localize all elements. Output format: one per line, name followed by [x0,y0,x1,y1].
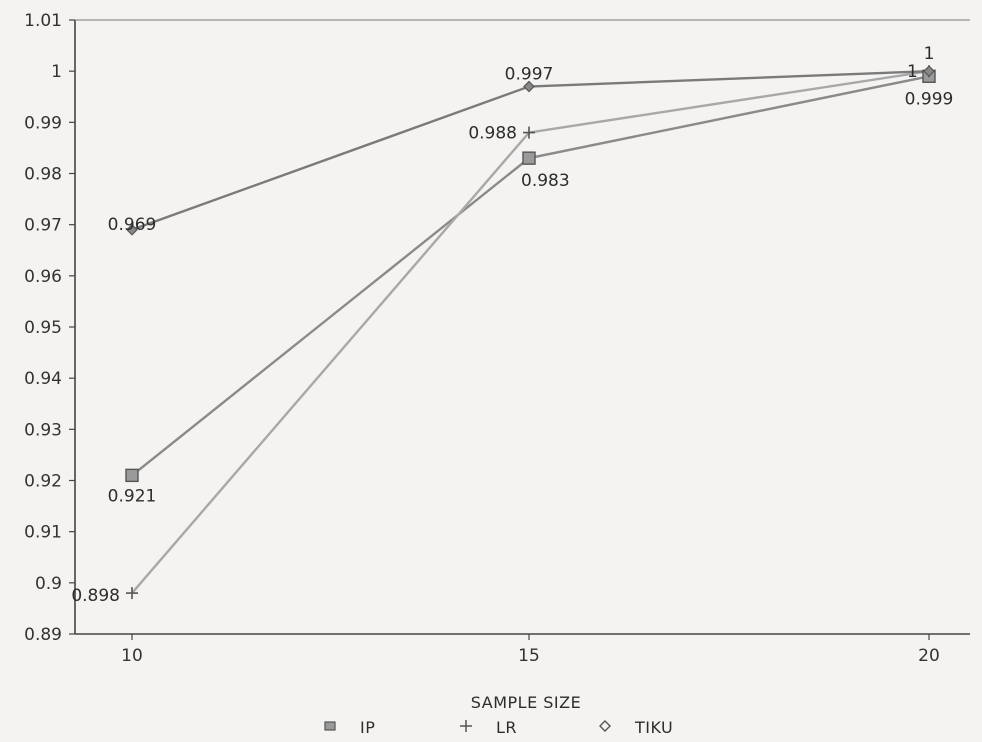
y-tick-label: 0.9 [35,574,62,594]
legend-item-tiku: TIKU [599,718,673,737]
y-tick-label: 0.99 [24,113,62,133]
x-tick-label: 10 [121,646,143,666]
x-axis-ticks: 10 15 20 [121,634,940,666]
legend-label: TIKU [634,718,673,737]
data-label-tiku: 1 [924,44,935,64]
series-lines [131,69,930,594]
y-tick-label: 0.96 [24,267,62,287]
y-tick-label: 0.94 [24,369,62,389]
chart-axes [74,19,970,635]
legend: IP LR TIKU [324,718,673,737]
y-tick-label: 0.98 [24,165,62,185]
data-labels: 0.921 0.983 0.999 0.898 0.988 1 0.969 0.997 1 [71,44,953,606]
series-line-ip [131,75,930,477]
legend-item-ip: IP [324,718,375,737]
legend-item-lr: LR [460,718,517,737]
lr-marker [126,587,138,600]
data-label-lr: 1 [907,62,918,82]
legend-label: LR [496,718,517,737]
series-line-tiku [131,69,930,231]
data-label-ip: 0.921 [108,486,157,506]
data-label-lr: 0.898 [71,586,120,606]
y-tick-label: 0.89 [24,625,62,645]
legend-diamond-icon [599,720,611,732]
ip-marker [125,468,139,483]
x-tick-label: 20 [918,646,940,666]
y-tick-label: 1.01 [24,11,62,31]
x-axis-title: SAMPLE SIZE [471,693,581,712]
lr-marker [523,126,535,139]
series-markers [125,65,936,600]
tiku-marker [523,80,535,93]
y-axis-ticks: 1.01 1 0.99 0.98 0.97 0.96 0.95 0.94 0.93 0.92 0.9… [24,11,75,645]
ip-marker [522,151,536,165]
tiku-marker [923,65,935,78]
y-tick-label: 0.97 [24,216,62,236]
data-label-ip: 0.983 [521,171,570,191]
data-label-tiku: 0.997 [505,65,554,85]
series-line-lr [131,69,930,594]
y-tick-label: 0.91 [24,523,62,543]
y-tick-label: 1 [51,62,62,82]
legend-label: IP [360,718,375,737]
data-label-lr: 0.988 [468,124,517,144]
data-label-ip: 0.999 [905,89,954,109]
tiku-marker [126,223,138,236]
data-label-tiku: 0.969 [108,215,157,235]
y-tick-label: 0.93 [24,420,62,440]
x-tick-label: 15 [518,646,540,666]
legend-plus-icon [460,720,472,732]
y-tick-label: 0.95 [24,318,62,338]
legend-square-icon [324,721,336,731]
y-tick-label: 0.92 [24,472,62,492]
